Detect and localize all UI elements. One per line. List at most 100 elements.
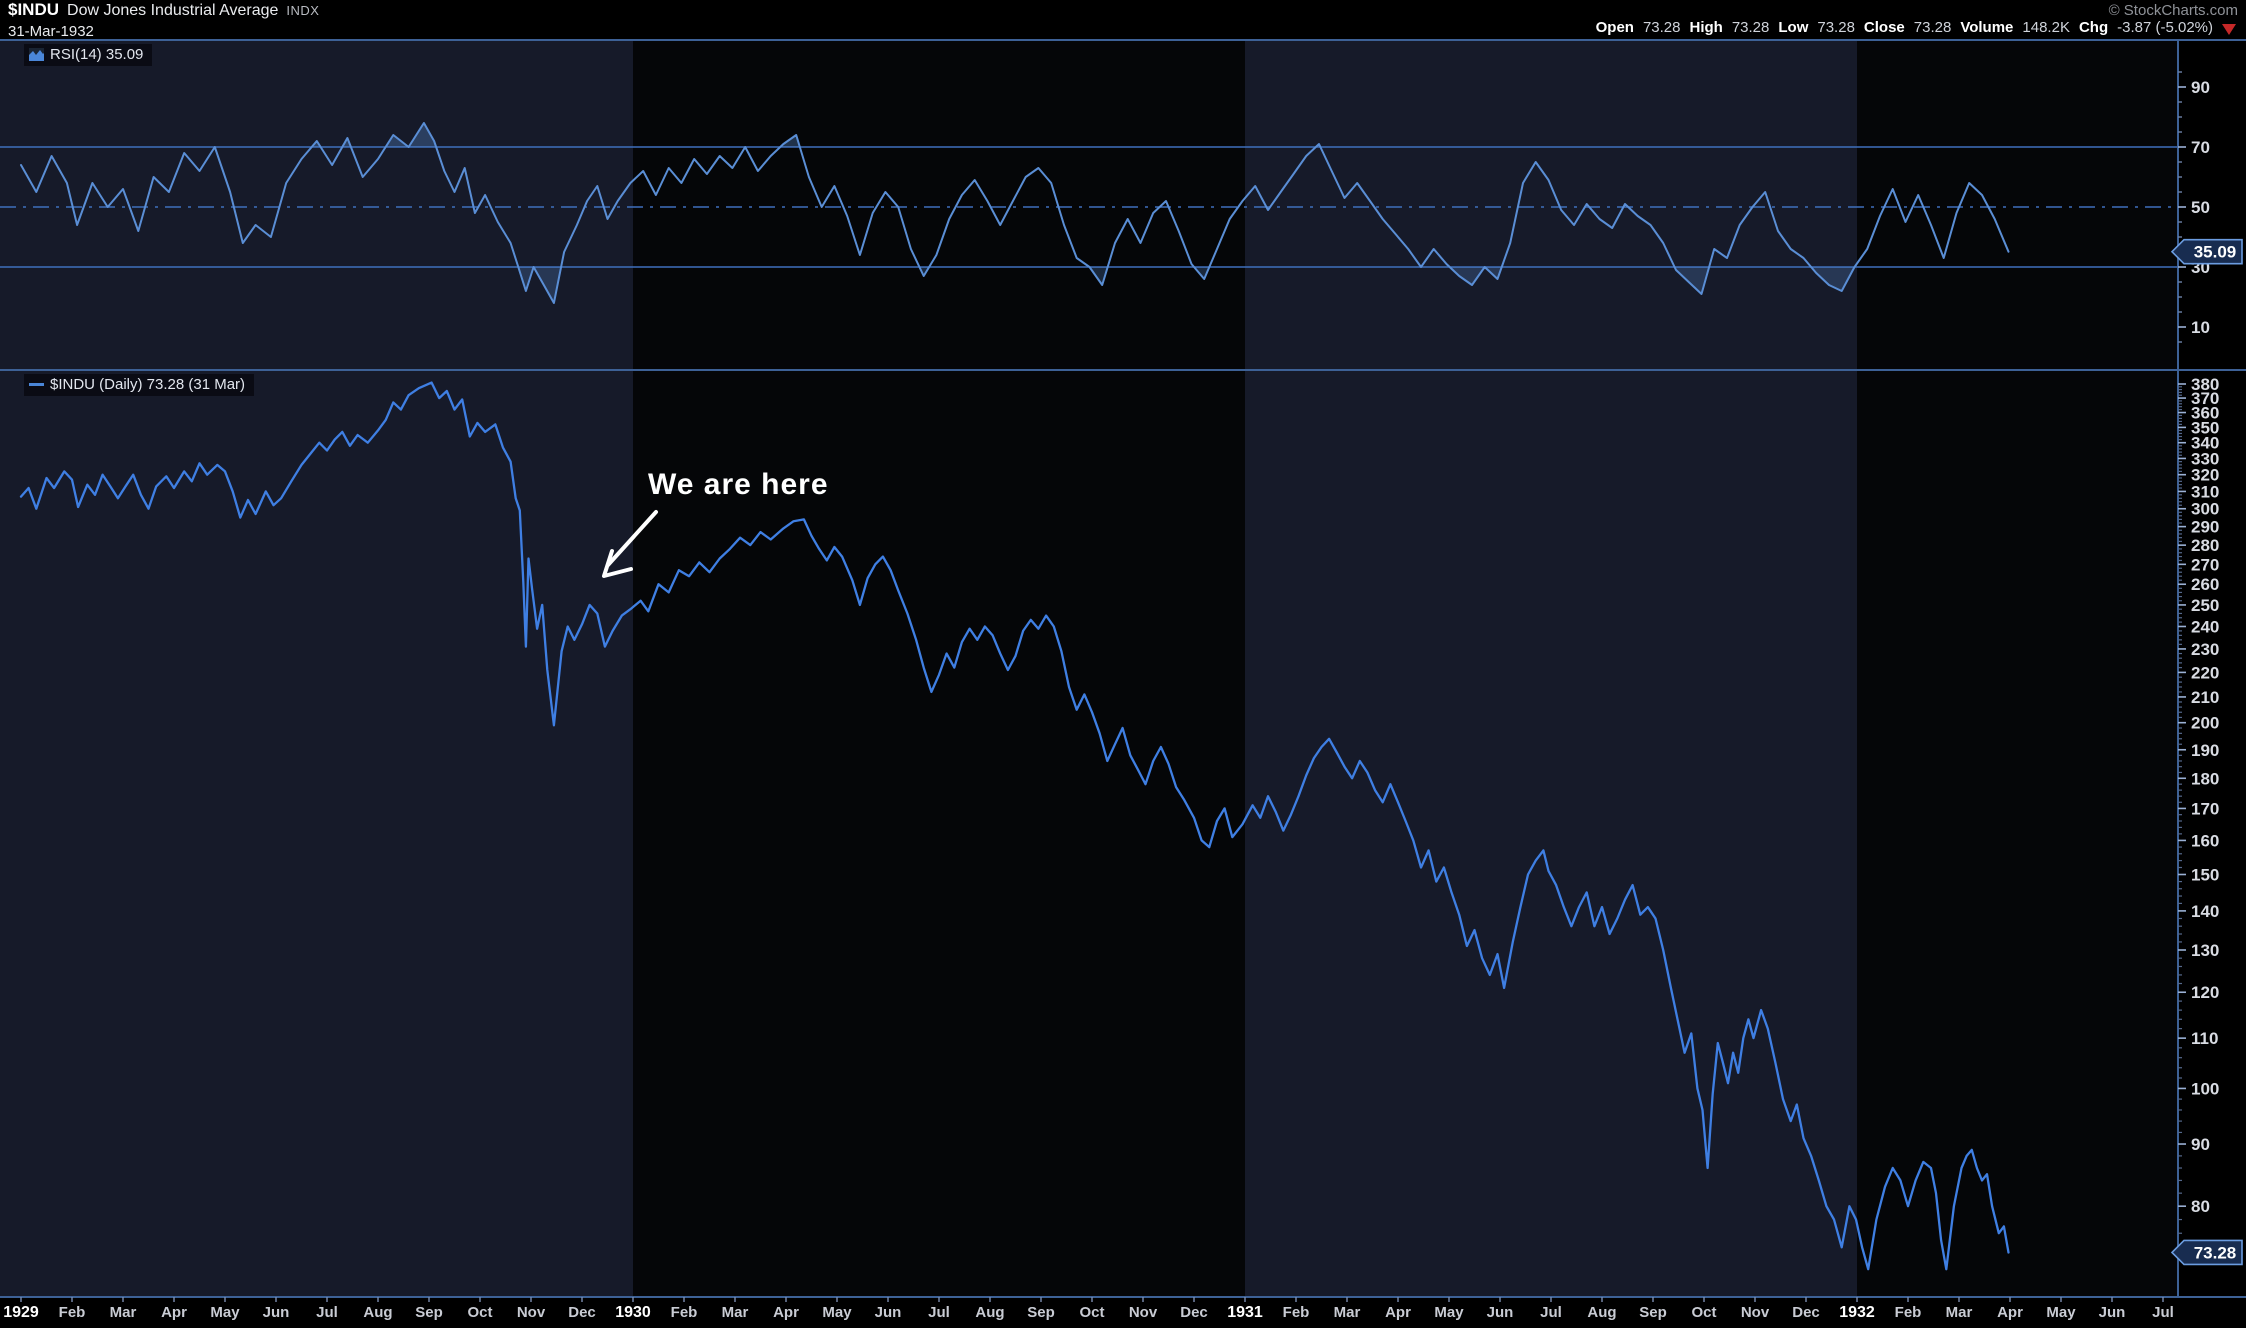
x-axis-month-label: Oct	[1079, 1304, 1105, 1321]
rsi-axis-tick-label: 50	[2191, 198, 2210, 217]
change-label: Chg	[2078, 19, 2109, 36]
x-axis-month-label: Feb	[1894, 1304, 1922, 1321]
x-axis-month-label: Feb	[1282, 1304, 1310, 1321]
price-axis-tick-label: 310	[2191, 482, 2219, 501]
rsi-panel-legend: RSI(14) 35.09	[24, 44, 153, 66]
x-axis-month-label: Jun	[1486, 1304, 1514, 1321]
x-axis-month-label: Aug	[363, 1304, 393, 1321]
ticker-exchange: INDX	[286, 3, 320, 18]
price-axis-tick-label: 90	[2191, 1135, 2210, 1154]
x-axis-year-label: 1932	[1839, 1304, 1875, 1321]
we-are-here-annotation: We are here	[648, 468, 829, 501]
line-style-dash-icon	[29, 383, 44, 386]
x-axis: 1929 Feb Mar Apr May Jun Jul Aug Sep Oct Nov Dec 193…	[0, 1297, 2246, 1328]
volume-label: Volume	[1960, 19, 2014, 36]
x-axis-month-label: Nov	[1740, 1304, 1770, 1321]
x-axis-month-label: Jul	[2152, 1304, 2174, 1321]
price-axis-tick-label: 130	[2191, 941, 2219, 960]
rsi-label-text: RSI(14) 35.09	[50, 46, 144, 63]
price-label-text: $INDU (Daily) 73.28 (31 Mar)	[50, 376, 246, 393]
x-axis-month-label: Jun	[874, 1304, 902, 1321]
price-axis-tick-label: 150	[2191, 865, 2219, 884]
price-series-line	[19, 381, 2010, 1271]
rsi-series-line	[20, 122, 2010, 304]
price-axis-tick-label: 280	[2191, 536, 2219, 555]
price-axis-tick-label: 370	[2191, 389, 2219, 408]
price-last-value-badge	[2170, 1239, 2243, 1266]
x-axis-month-label: Sep	[1639, 1304, 1667, 1321]
x-axis-month-label: May	[822, 1304, 852, 1321]
open-value: 73.28	[1642, 19, 1681, 36]
rsi-axis-tick-label: 90	[2191, 78, 2210, 97]
price-axis-tick-label: 340	[2191, 434, 2219, 453]
x-axis-year-label: 1929	[3, 1304, 39, 1321]
price-axis-tick-label: 360	[2191, 404, 2219, 423]
price-axis-tick-label: 190	[2191, 741, 2219, 760]
rsi-last-value-badge-text: 35.09	[2194, 243, 2237, 262]
price-axis-tick-label: 290	[2191, 518, 2219, 537]
x-axis-month-label: Aug	[975, 1304, 1005, 1321]
price-axis-tick-label: 120	[2191, 983, 2219, 1002]
rsi-axis-tick-label: 10	[2191, 318, 2210, 337]
high-value: 73.28	[1731, 19, 1770, 36]
price-axis-tick-label: 180	[2191, 769, 2219, 788]
x-axis-month-label: Apr	[1385, 1304, 1411, 1321]
stockcharts-watermark: © StockCharts.com	[2108, 2, 2238, 19]
x-axis-month-label: Oct	[1691, 1304, 1717, 1321]
x-axis-month-label: Mar	[109, 1304, 137, 1321]
price-axis-tick-label: 380	[2191, 375, 2219, 394]
x-axis-month-label: Mar	[1333, 1304, 1361, 1321]
x-axis-month-label: Apr	[773, 1304, 799, 1321]
x-axis-month-label: Jul	[1540, 1304, 1562, 1321]
close-label: Close	[1863, 19, 1905, 36]
x-axis-month-label: May	[1434, 1304, 1464, 1321]
annotation-arrowhead	[602, 549, 633, 578]
x-axis-month-label: Sep	[415, 1304, 443, 1321]
ticker-name: Dow Jones Industrial Average	[67, 2, 279, 19]
price-axis-tick-label: 80	[2191, 1197, 2210, 1216]
rsi-overbought-fill	[21, 123, 2009, 147]
annotation-arrow-shaft	[606, 510, 658, 567]
chart-date: 31-Mar-1932	[8, 23, 94, 40]
x-axis-month-label: Apr	[161, 1304, 187, 1321]
year-band	[633, 40, 1245, 1297]
x-axis-month-label: Dec	[1792, 1304, 1820, 1321]
price-axis-tick-label: 100	[2191, 1079, 2219, 1098]
low-label: Low	[1778, 19, 1809, 36]
price-axis-tick-label: 220	[2191, 663, 2219, 682]
x-axis-month-label: Feb	[58, 1304, 86, 1321]
x-axis-month-label: May	[2046, 1304, 2076, 1321]
price-panel-legend: $INDU (Daily) 73.28 (31 Mar)	[24, 374, 255, 396]
x-axis-month-label: Dec	[1180, 1304, 1208, 1321]
price-axis-tick-label: 330	[2191, 449, 2219, 468]
price-axis-tick-label: 260	[2191, 575, 2219, 594]
chart-header: $INDU Dow Jones Industrial Average INDX …	[8, 1, 319, 40]
x-axis-month-label: Dec	[568, 1304, 596, 1321]
price-axis-tick-label: 210	[2191, 688, 2219, 707]
rsi-last-value-badge	[2170, 238, 2243, 265]
price-axis-tick-label: 110	[2191, 1029, 2218, 1048]
x-axis-year-label: 1931	[1227, 1304, 1263, 1321]
x-axis-month-label: Mar	[721, 1304, 749, 1321]
price-axis-tick-label: 200	[2191, 714, 2219, 733]
year-band	[1857, 40, 2178, 1297]
x-axis-month-label: Apr	[1997, 1304, 2023, 1321]
ticker-symbol: $INDU	[8, 0, 60, 19]
x-axis-year-label: 1930	[615, 1304, 651, 1321]
year-band	[1245, 40, 1857, 1297]
x-axis-month-label: May	[210, 1304, 240, 1321]
price-axis-tick-label: 170	[2191, 799, 2219, 818]
price-last-value-badge-text: 73.28	[2194, 1243, 2237, 1262]
x-axis-month-label: Jul	[316, 1304, 338, 1321]
price-axis-tick-label: 270	[2191, 555, 2219, 574]
area-chart-icon	[29, 48, 44, 61]
x-axis-month-label: Jun	[2098, 1304, 2126, 1321]
volume-value: 148.2K	[2022, 19, 2070, 36]
price-axis-tick-label: 250	[2191, 596, 2219, 615]
close-value: 73.28	[1913, 19, 1952, 36]
quote-bar: Open 73.28 High 73.28 Low 73.28 Close 73…	[1596, 20, 2236, 36]
price-axis-tick-label: 320	[2191, 466, 2219, 485]
change-down-triangle-icon	[2222, 23, 2236, 35]
x-axis-month-label: Jul	[928, 1304, 950, 1321]
